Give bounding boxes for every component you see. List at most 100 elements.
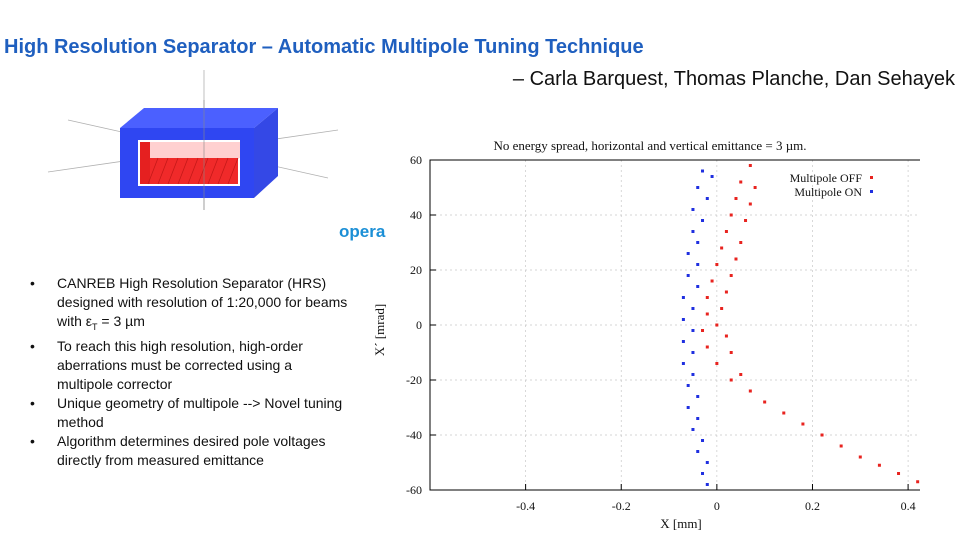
data-point [705,197,709,200]
data-point [739,373,743,376]
data-point [701,329,705,332]
bullet-item: • To reach this high resolution, high-ord… [30,337,350,394]
chart-title: No energy spread, horizontal and vertica… [493,138,806,153]
data-point [739,241,743,244]
data-point [724,290,728,294]
data-point [705,345,709,349]
chart-points [681,164,920,486]
data-point [696,186,700,189]
data-point [729,274,733,277]
data-point [748,389,752,393]
y-tick-label: 60 [410,153,422,167]
y-tick-label: -20 [406,373,422,387]
data-point [696,395,700,398]
data-point [691,208,695,211]
data-point [858,455,862,459]
data-point [705,312,709,316]
data-point [748,164,752,167]
opera-logo: opera [339,222,386,241]
data-point [686,274,690,277]
multipole-3d-model-image [47,70,339,210]
bullet-text: To reach this high resolution, high-orde… [57,337,303,392]
bullet-item: • Unique geometry of multipole --> Novel … [30,394,350,432]
data-point [916,480,920,484]
slide-authors: – Carla Barquest, Thomas Planche, Dan Se… [512,68,955,90]
data-point [691,329,695,332]
data-point [801,422,805,426]
data-point [715,323,719,327]
data-point [686,406,690,409]
data-point [691,428,695,431]
y-tick-label: -60 [406,483,422,497]
data-point [710,175,714,178]
data-point [715,362,719,365]
data-point [701,439,705,442]
data-point [734,197,738,200]
chart-y-axis-label: X´ [mrad] [372,304,387,356]
data-point [696,263,700,266]
chart-ticks: -0.4 -0.2 0 0.2 0.4 -60 -40 -20 0 20 40 60 [406,153,916,513]
data-point [715,263,719,266]
data-point [720,307,724,310]
data-point [691,373,695,376]
legend-label: Multipole ON [794,185,862,199]
legend-label: Multipole OFF [790,171,863,185]
data-point [710,279,714,283]
data-point [705,483,709,486]
data-point [820,433,824,437]
data-point [753,186,757,189]
legend-marker [870,190,873,193]
data-point [839,444,843,448]
bullet-text: CANREB High Resolution Separator (HRS) d… [57,275,348,329]
y-tick-label: 0 [416,318,422,332]
data-point [686,252,690,255]
data-point [691,230,695,233]
data-point [681,318,685,321]
bullet-marker: • [30,432,35,449]
data-point [877,463,881,467]
bullet-item: • Algorithm determines desired pole volta… [30,432,350,470]
data-point [705,461,709,464]
data-point [696,450,700,453]
data-point [701,219,705,222]
chart-grid [430,159,920,491]
data-point [696,241,700,244]
bullet-marker: • [30,394,35,411]
data-point [734,257,738,261]
data-point [686,384,690,387]
data-point [763,400,767,404]
data-point [744,219,748,222]
y-tick-label: 20 [410,263,422,277]
x-tick-label: 0.2 [805,499,820,513]
data-point [720,246,724,250]
data-point [691,307,695,310]
data-point [681,296,685,299]
data-point [691,351,695,354]
data-point [748,202,752,206]
data-point [705,296,709,299]
x-tick-label: -0.4 [516,499,535,513]
x-tick-label: 0 [714,499,720,513]
bullet-text: Algorithm determines desired pole voltag… [57,432,326,468]
data-point [696,285,700,288]
bullet-marker: • [30,337,35,354]
data-point [729,378,733,382]
data-point [681,362,685,365]
emittance-scatter-chart: No energy spread, horizontal and vertica… [372,138,920,531]
data-point [897,472,901,475]
data-point [724,334,728,338]
data-point [701,472,705,475]
x-tick-label: 0.4 [901,499,916,513]
legend-marker [870,176,873,179]
data-point [739,180,743,184]
bullet-text: Unique geometry of multipole --> Novel t… [57,394,343,430]
data-point [681,340,685,343]
x-tick-label: -0.2 [612,499,631,513]
data-point [729,213,733,217]
y-tick-label: -40 [406,428,422,442]
data-point [701,169,705,173]
y-tick-label: 40 [410,208,422,222]
bullet-subscript: T [92,321,98,332]
slide-title: High Resolution Separator – Automatic Mu… [4,36,644,58]
